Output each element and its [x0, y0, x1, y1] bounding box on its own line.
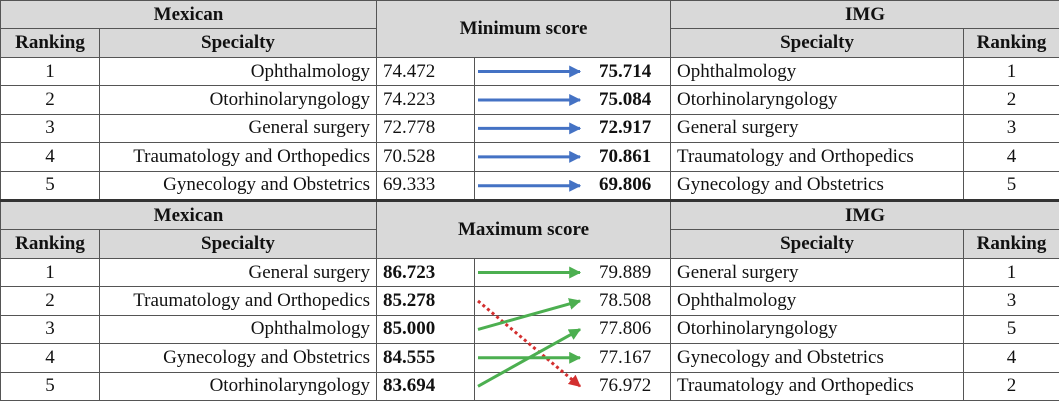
- min-row-4: 4 Traumatology and Orthopedics 70.528 70…: [0, 142, 1059, 172]
- max-left-specialty-header: Specialty: [99, 229, 377, 259]
- min-img-rank: 3: [963, 113, 1059, 144]
- max-row-3: 3 Ophthalmology 85.000 77.806 Otorhinola…: [0, 314, 1059, 345]
- min-img-rank: 4: [963, 142, 1059, 172]
- max-img-rank: 2: [963, 371, 1059, 401]
- min-img-specialty: Otorhinolaryngology: [670, 85, 965, 115]
- min-mx-score: 69.333: [376, 170, 475, 201]
- max-img-score: 76.972: [473, 371, 672, 401]
- min-mx-score: 70.528: [376, 142, 475, 172]
- min-img-specialty: General surgery: [670, 113, 965, 144]
- max-mx-score: 85.000: [376, 314, 475, 345]
- max-mx-specialty: Ophthalmology: [99, 314, 377, 345]
- min-mx-rank: 3: [0, 113, 100, 144]
- max-row-5: 5 Otorhinolaryngology 83.694 76.972 Trau…: [0, 371, 1059, 401]
- min-mx-score: 74.223: [376, 85, 475, 115]
- max-img-rank: 3: [963, 286, 1059, 316]
- min-img-score: 72.917: [473, 113, 672, 144]
- min-row-5: 5 Gynecology and Obstetrics 69.333 69.80…: [0, 170, 1059, 201]
- max-mx-specialty: Gynecology and Obstetrics: [99, 343, 377, 373]
- min-img-score: 75.714: [473, 56, 672, 87]
- max-right-specialty-header: Specialty: [670, 229, 965, 259]
- min-mx-rank: 5: [0, 170, 100, 201]
- max-row-4: 4 Gynecology and Obstetrics 84.555 77.16…: [0, 343, 1059, 373]
- min-img-score: 75.084: [473, 85, 672, 115]
- min-img-specialty: Gynecology and Obstetrics: [670, 170, 965, 201]
- max-mx-rank: 2: [0, 286, 100, 316]
- max-img-specialty: Traumatology and Orthopedics: [670, 371, 965, 401]
- max-mx-score: 84.555: [376, 343, 475, 373]
- max-mx-score: 85.278: [376, 286, 475, 316]
- max-mx-rank: 5: [0, 371, 100, 401]
- max-img-specialty: Gynecology and Obstetrics: [670, 343, 965, 373]
- min-row-2: 2 Otorhinolaryngology 74.223 75.084 Otor…: [0, 85, 1059, 115]
- min-img-rank: 5: [963, 170, 1059, 201]
- min-img-score: 69.806: [473, 170, 672, 201]
- min-mx-rank: 2: [0, 85, 100, 115]
- min-left-specialty-header: Specialty: [99, 28, 377, 58]
- max-center-title: Maximum score: [375, 198, 672, 259]
- max-mx-rank: 4: [0, 343, 100, 373]
- min-mx-specialty: General surgery: [99, 113, 377, 144]
- min-img-specialty: Ophthalmology: [670, 56, 965, 87]
- max-mx-score: 86.723: [376, 257, 475, 288]
- max-right-group-header: IMG: [670, 198, 1059, 231]
- max-mx-score: 83.694: [376, 371, 475, 401]
- max-row-1: 1 General surgery 86.723 79.889 General …: [0, 257, 1059, 288]
- min-img-score: 70.861: [473, 142, 672, 172]
- max-right-ranking-header: Ranking: [963, 229, 1059, 259]
- min-mx-specialty: Gynecology and Obstetrics: [99, 170, 377, 201]
- max-img-rank: 5: [963, 314, 1059, 345]
- min-left-ranking-header: Ranking: [0, 28, 100, 58]
- min-mx-specialty: Otorhinolaryngology: [99, 85, 377, 115]
- min-row-3: 3 General surgery 72.778 72.917 General …: [0, 113, 1059, 144]
- min-img-rank: 1: [963, 56, 1059, 87]
- min-mx-score: 74.472: [376, 56, 475, 87]
- max-img-score: 79.889: [473, 257, 672, 288]
- max-img-rank: 4: [963, 343, 1059, 373]
- min-mx-specialty: Traumatology and Orthopedics: [99, 142, 377, 172]
- min-mx-rank: 1: [0, 56, 100, 87]
- min-img-rank: 2: [963, 85, 1059, 115]
- max-img-rank: 1: [963, 257, 1059, 288]
- max-row-2: 2 Traumatology and Orthopedics 85.278 78…: [0, 286, 1059, 316]
- min-mx-specialty: Ophthalmology: [99, 56, 377, 87]
- min-left-group-header: Mexican: [0, 0, 377, 30]
- min-right-specialty-header: Specialty: [670, 28, 965, 58]
- max-mx-rank: 1: [0, 257, 100, 288]
- max-img-specialty: Otorhinolaryngology: [670, 314, 965, 345]
- min-right-ranking-header: Ranking: [963, 28, 1059, 58]
- max-img-score: 77.167: [473, 343, 672, 373]
- min-mx-score: 72.778: [376, 113, 475, 144]
- min-right-group-header: IMG: [670, 0, 1059, 30]
- max-mx-specialty: General surgery: [99, 257, 377, 288]
- min-mx-rank: 4: [0, 142, 100, 172]
- max-img-score: 77.806: [473, 314, 672, 345]
- max-img-specialty: Ophthalmology: [670, 286, 965, 316]
- max-mx-specialty: Otorhinolaryngology: [99, 371, 377, 401]
- max-mx-rank: 3: [0, 314, 100, 345]
- min-center-title: Minimum score: [375, 0, 672, 58]
- min-row-1: 1 Ophthalmology 74.472 75.714 Ophthalmol…: [0, 56, 1059, 87]
- max-img-score: 78.508: [473, 286, 672, 316]
- max-mx-specialty: Traumatology and Orthopedics: [99, 286, 377, 316]
- max-img-specialty: General surgery: [670, 257, 965, 288]
- min-img-specialty: Traumatology and Orthopedics: [670, 142, 965, 172]
- max-left-ranking-header: Ranking: [0, 229, 100, 259]
- max-left-group-header: Mexican: [0, 198, 377, 231]
